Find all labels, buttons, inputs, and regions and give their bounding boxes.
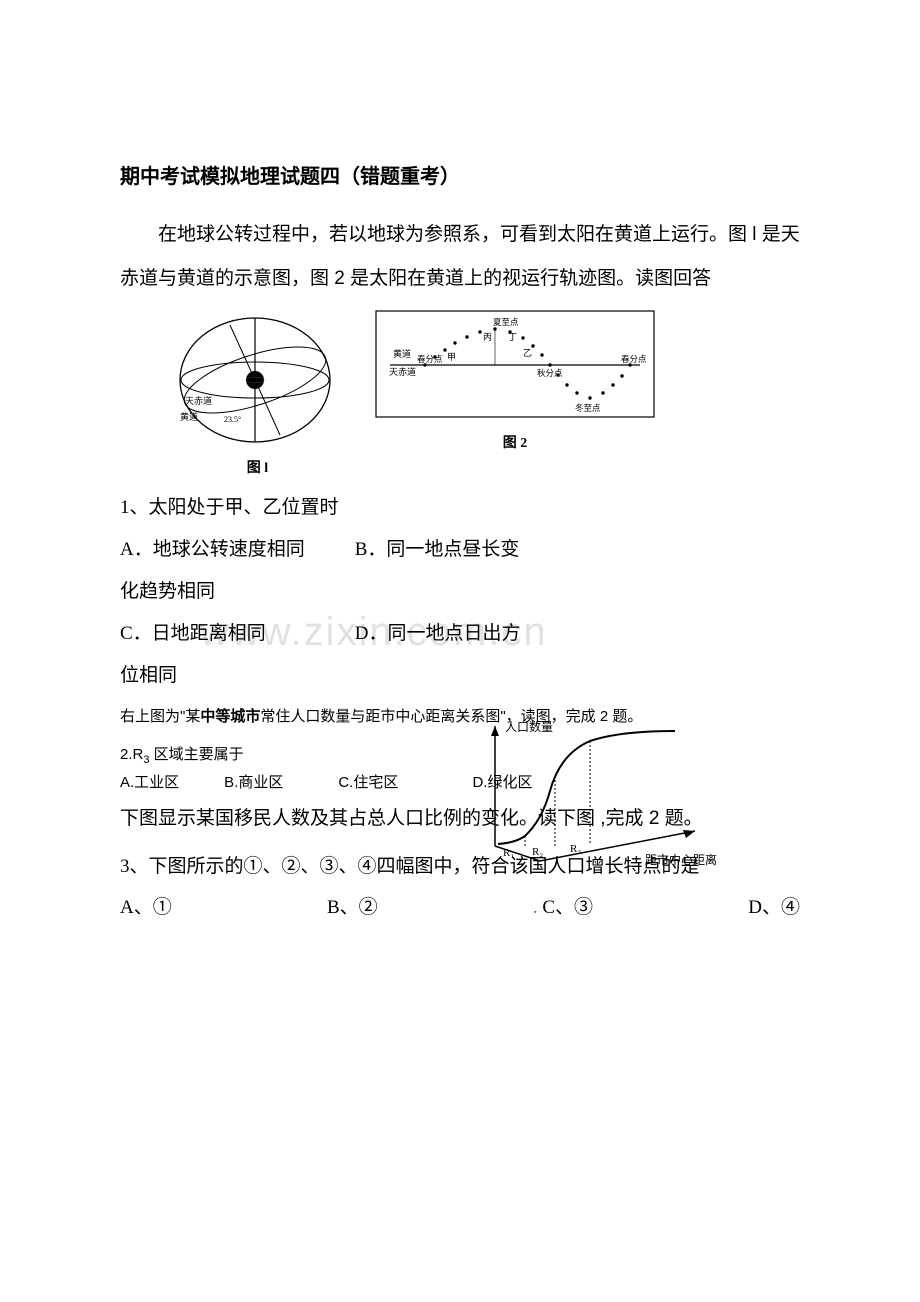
- label-summer: 夏至点: [493, 317, 519, 327]
- label-spring1: 春分点: [417, 354, 443, 364]
- label-ecliptic-2: 黄道: [393, 348, 411, 359]
- q2-option-c: C.住宅区: [338, 770, 468, 796]
- figure-1: 天赤道 黄道 23.5° 图 l: [170, 310, 345, 477]
- x-axis-label: 距市中心距离: [645, 852, 717, 867]
- label-winter: 冬至点: [575, 403, 601, 413]
- q1-option-c: C．日地距离相同: [120, 613, 350, 655]
- fig2-caption: 图 2: [375, 432, 655, 452]
- r1-label: R₁: [503, 847, 514, 859]
- figure-row: 天赤道 黄道 23.5° 图 l 黄道 天赤道 春分点 夏至点 秋分点: [170, 310, 800, 477]
- label-yi: 乙: [523, 348, 532, 358]
- y-axis-label: 人口数量: [505, 719, 553, 734]
- q1-option-b-part1: B．同一地点昼长变: [355, 539, 520, 560]
- page-title: 期中考试模拟地理试题四（错题重考）: [120, 160, 800, 189]
- label-jia: 甲: [447, 352, 456, 362]
- ecliptic-path-diagram: 黄道 天赤道 春分点 夏至点 秋分点 冬至点 春分点 甲 乙 丙 丁: [375, 310, 655, 425]
- q1-stem: 1、太阳处于甲、乙位置时: [120, 487, 800, 529]
- label-bing: 丙: [483, 332, 492, 342]
- label-equator: 天赤道: [185, 395, 212, 406]
- figure-2: 黄道 天赤道 春分点 夏至点 秋分点 冬至点 春分点 甲 乙 丙 丁 图 2: [375, 310, 655, 452]
- label-celestial-2: 天赤道: [389, 366, 416, 377]
- q2-option-a: A.工业区: [120, 770, 220, 796]
- label-spring2: 春分点: [621, 354, 647, 364]
- celestial-sphere-diagram: 天赤道 黄道 23.5°: [170, 310, 345, 450]
- label-autumn: 秋分点: [537, 368, 563, 378]
- label-ding: 丁: [508, 332, 517, 342]
- q3-option-c: . C、③: [533, 887, 593, 929]
- q3-option-b: B、②: [327, 887, 378, 929]
- label-angle: 23.5°: [224, 415, 241, 424]
- q2-option-b: B.商业区: [224, 770, 334, 796]
- q3-option-d: D、④: [748, 887, 800, 929]
- intro-pre: 右上图为"某: [120, 708, 200, 725]
- r3-label: R₃: [570, 843, 581, 855]
- q1-option-d-part2: 位相同: [120, 655, 800, 697]
- q3-option-a: A、①: [120, 887, 172, 929]
- r2-label: R₂: [532, 846, 543, 858]
- q1-option-b-part2: 化趋势相同: [120, 571, 800, 613]
- q1-option-d-part1: D．同一地点日出方: [355, 623, 521, 644]
- label-ecliptic: 黄道: [180, 411, 198, 422]
- question-1: 1、太阳处于甲、乙位置时 A．地球公转速度相同 B．同一地点昼长变 化趋势相同 …: [120, 487, 800, 696]
- fig1-caption: 图 l: [170, 457, 345, 477]
- intro-paragraph: 在地球公转过程中，若以地球为参照系，可看到太阳在黄道上运行。图 l 是天赤道与黄…: [120, 213, 800, 300]
- q1-option-a: A．地球公转速度相同: [120, 529, 350, 571]
- population-distance-chart: 人口数量 距市中心距离 R₁ R₂ R₃: [470, 716, 720, 876]
- intro-bold: 中等城市: [200, 708, 260, 725]
